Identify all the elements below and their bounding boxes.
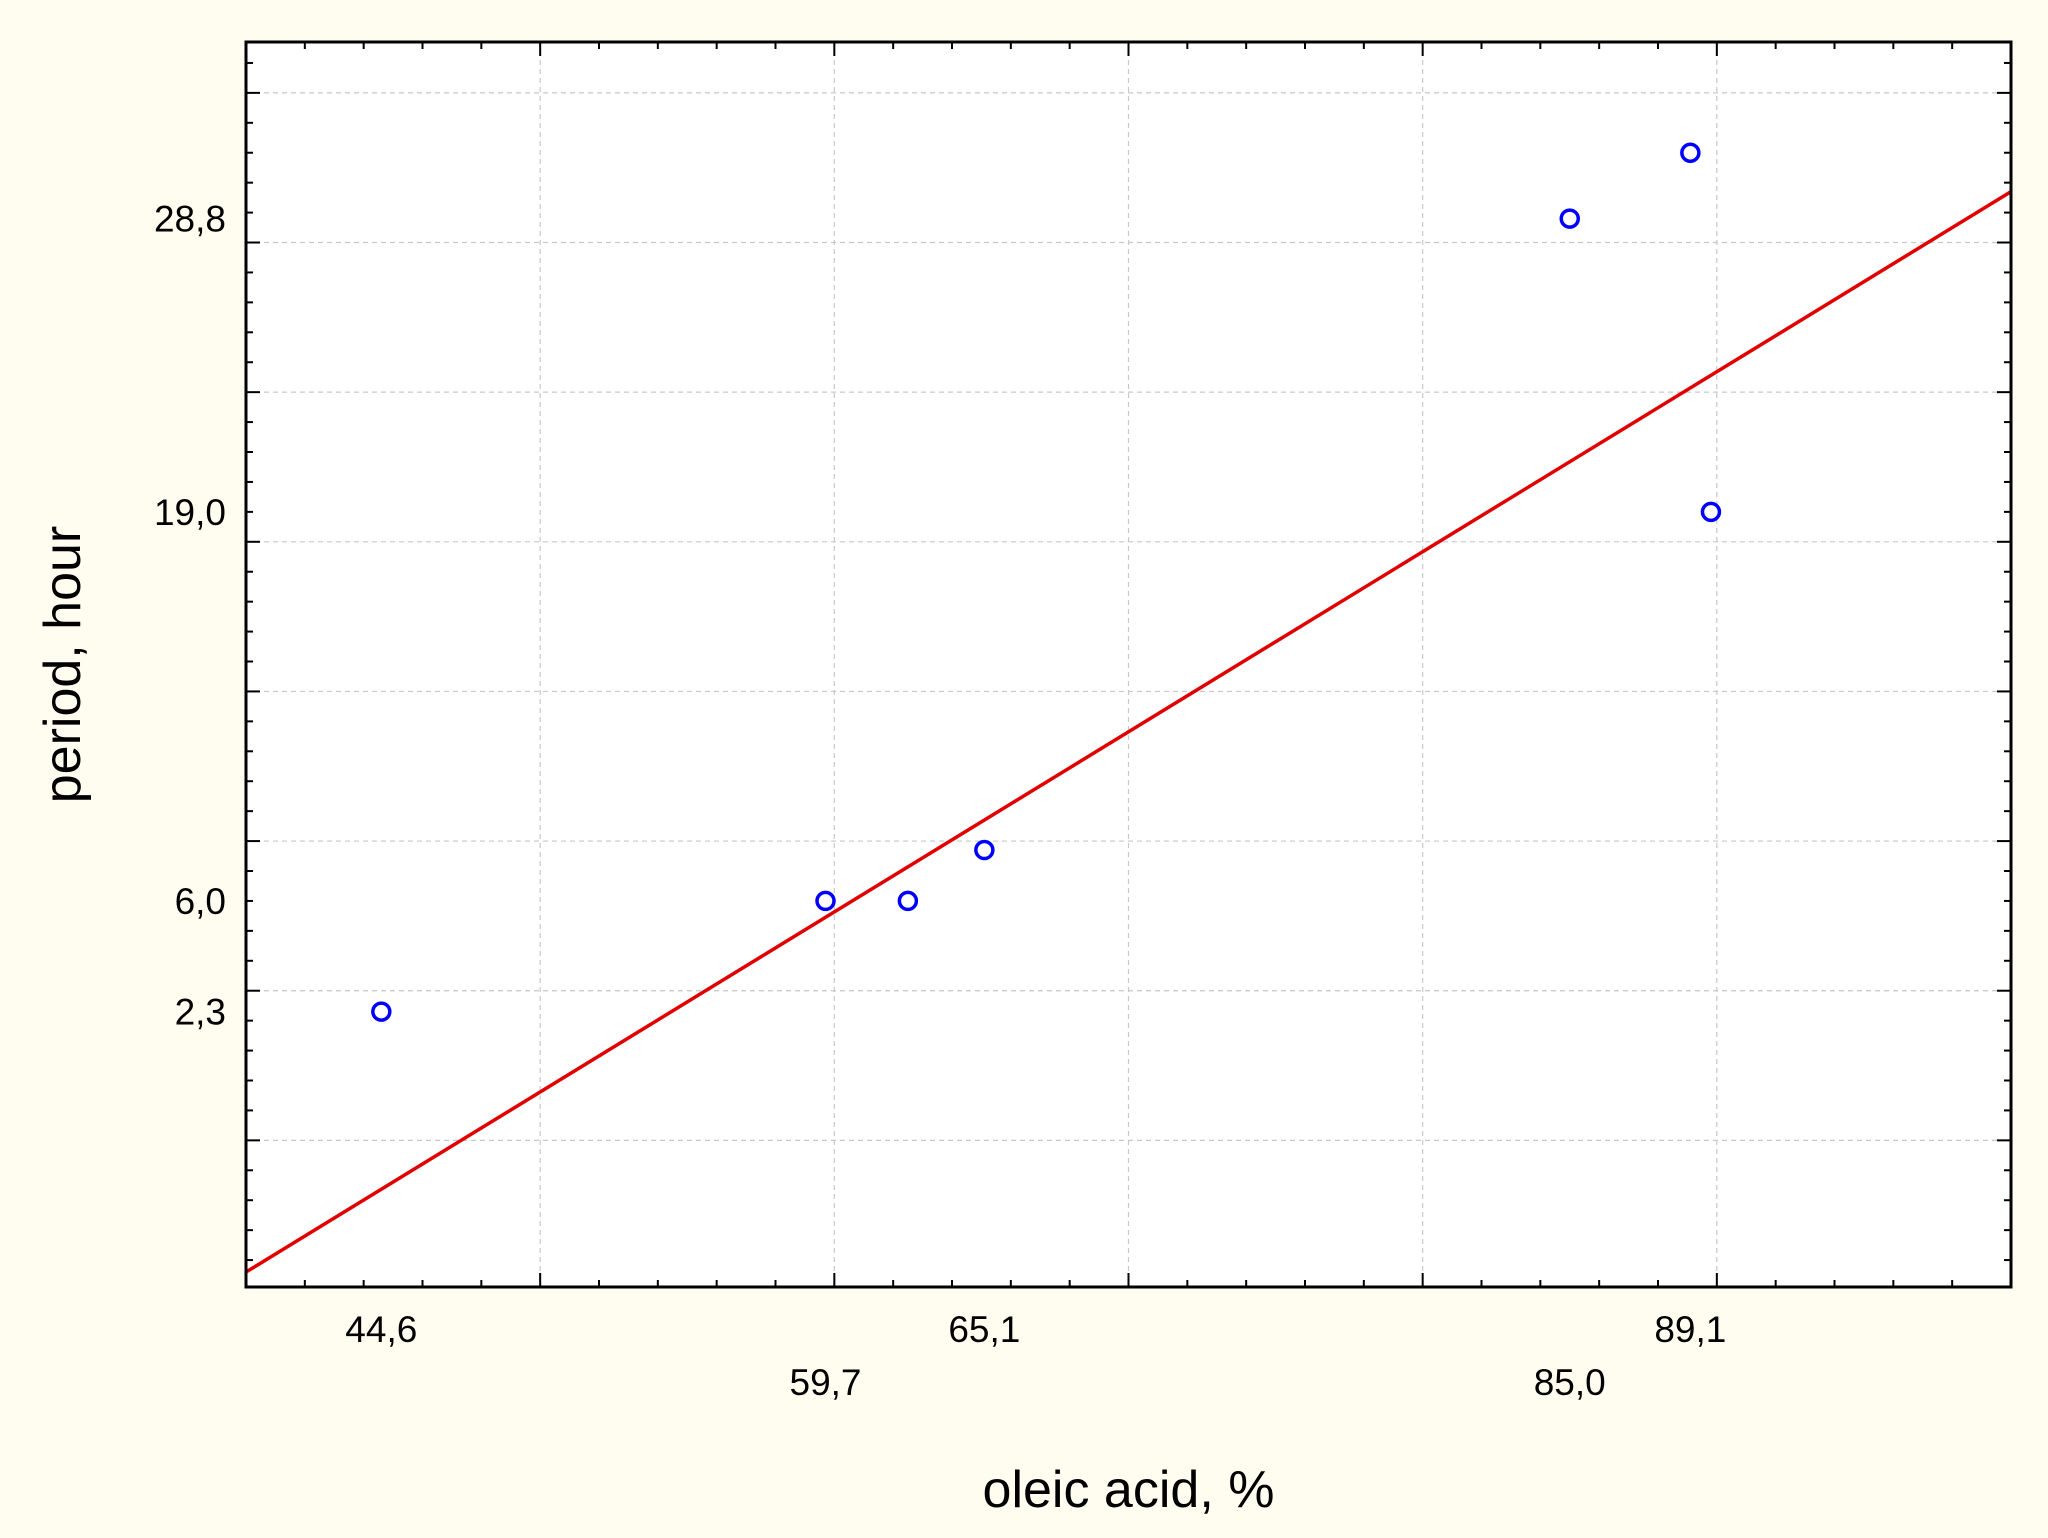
- plot-frame: [244, 40, 2013, 1289]
- grid-lines: [246, 42, 2011, 1287]
- x-tick-label: 65,1: [948, 1309, 1020, 1350]
- data-point: [1559, 208, 1580, 229]
- data-point: [815, 890, 836, 912]
- y-tick-label: 28,8: [154, 199, 226, 240]
- x-tick-label: 59,7: [790, 1362, 862, 1403]
- x-axis-title: oleic acid, %: [983, 1461, 1275, 1519]
- y-axis-title: period, hour: [34, 526, 92, 804]
- data-point: [1680, 142, 1701, 163]
- data-point: [897, 890, 919, 912]
- regression-line-group: [245, 190, 2012, 1274]
- regression-line: [245, 190, 2012, 1274]
- x-tick-labels: 44,6 59,7 65,1 85,0 89,1: [345, 1309, 1726, 1403]
- axes: [244, 40, 2013, 1289]
- data-point: [1700, 501, 1722, 523]
- data-point: [974, 839, 995, 861]
- data-point: [371, 1001, 392, 1022]
- data-points: [371, 142, 1722, 1022]
- y-tick-label: 19,0: [154, 492, 226, 533]
- y-tick-label: 2,3: [175, 992, 226, 1033]
- x-tick-label: 44,6: [345, 1309, 417, 1350]
- y-tick-labels: 2,3 6,0 19,0 28,8: [154, 199, 226, 1033]
- x-tick-label: 89,1: [1654, 1309, 1726, 1350]
- x-tick-label: 85,0: [1534, 1362, 1606, 1403]
- y-tick-label: 6,0: [175, 881, 226, 922]
